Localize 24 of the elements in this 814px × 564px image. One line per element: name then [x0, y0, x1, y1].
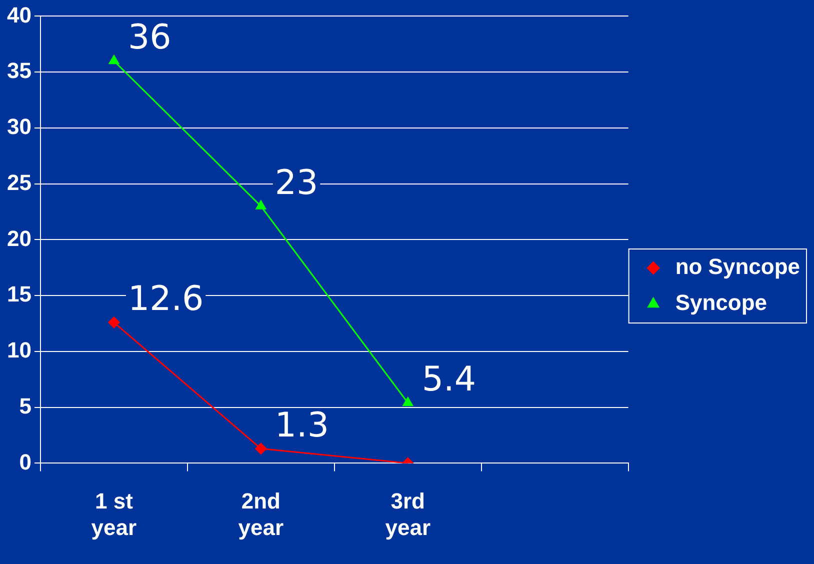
y-tick-label: 10 — [6, 338, 32, 363]
data-label: 36 — [128, 18, 172, 58]
data-label: 23 — [274, 163, 318, 204]
y-tick-label: 5 — [19, 393, 32, 418]
point — [256, 200, 266, 210]
y-tick-label: 15 — [6, 282, 32, 307]
y-tick-label: 25 — [6, 170, 32, 195]
x-tick-label: 3rd year — [385, 488, 431, 540]
y-tick-label: 35 — [6, 58, 32, 84]
point — [255, 442, 267, 454]
x-tick-label: 2nd year — [238, 488, 284, 540]
data-label: 1.3 — [274, 406, 329, 446]
point — [402, 397, 413, 406]
y-tick-label: 0 — [19, 449, 32, 474]
point — [108, 55, 120, 64]
point — [108, 316, 120, 328]
y-tick-label: 30 — [6, 114, 32, 140]
y-tick-label: 20 — [6, 226, 32, 251]
data-label: 12.6 — [128, 279, 204, 320]
data-label: 5.4 — [422, 360, 476, 400]
y-tick-label: 40 — [6, 2, 32, 28]
x-tick-label: 1 st year — [91, 488, 138, 540]
legend-label: Syncope — [675, 290, 768, 316]
legend-label: no Syncope — [675, 254, 800, 280]
